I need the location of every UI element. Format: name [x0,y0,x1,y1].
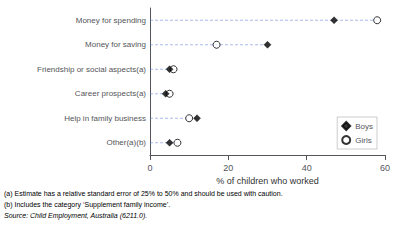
svg-text:Boys: Boys [355,122,373,131]
svg-text:Help in family business: Help in family business [64,114,146,123]
svg-text:20: 20 [223,163,233,173]
svg-text:Other(a)(b): Other(a)(b) [106,138,146,147]
svg-text:0: 0 [147,163,152,173]
svg-text:Source: Child Employment, Aust: Source: Child Employment, Australia (621… [4,212,147,220]
svg-text:Money for saving: Money for saving [85,40,146,49]
svg-text:Money for spending: Money for spending [76,16,146,25]
svg-text:Career prospects(a): Career prospects(a) [75,89,146,98]
svg-text:% of children who worked: % of children who worked [216,176,319,186]
svg-text:(b) Includes the category ‘Sup: (b) Includes the category ‘Supplement fa… [4,201,170,209]
svg-text:Girls: Girls [355,136,371,145]
svg-text:(a) Estimate has a relative st: (a) Estimate has a relative standard err… [4,190,283,198]
svg-text:60: 60 [380,163,390,173]
svg-text:40: 40 [302,163,312,173]
svg-text:Friendship or social aspects(a: Friendship or social aspects(a) [37,65,146,74]
